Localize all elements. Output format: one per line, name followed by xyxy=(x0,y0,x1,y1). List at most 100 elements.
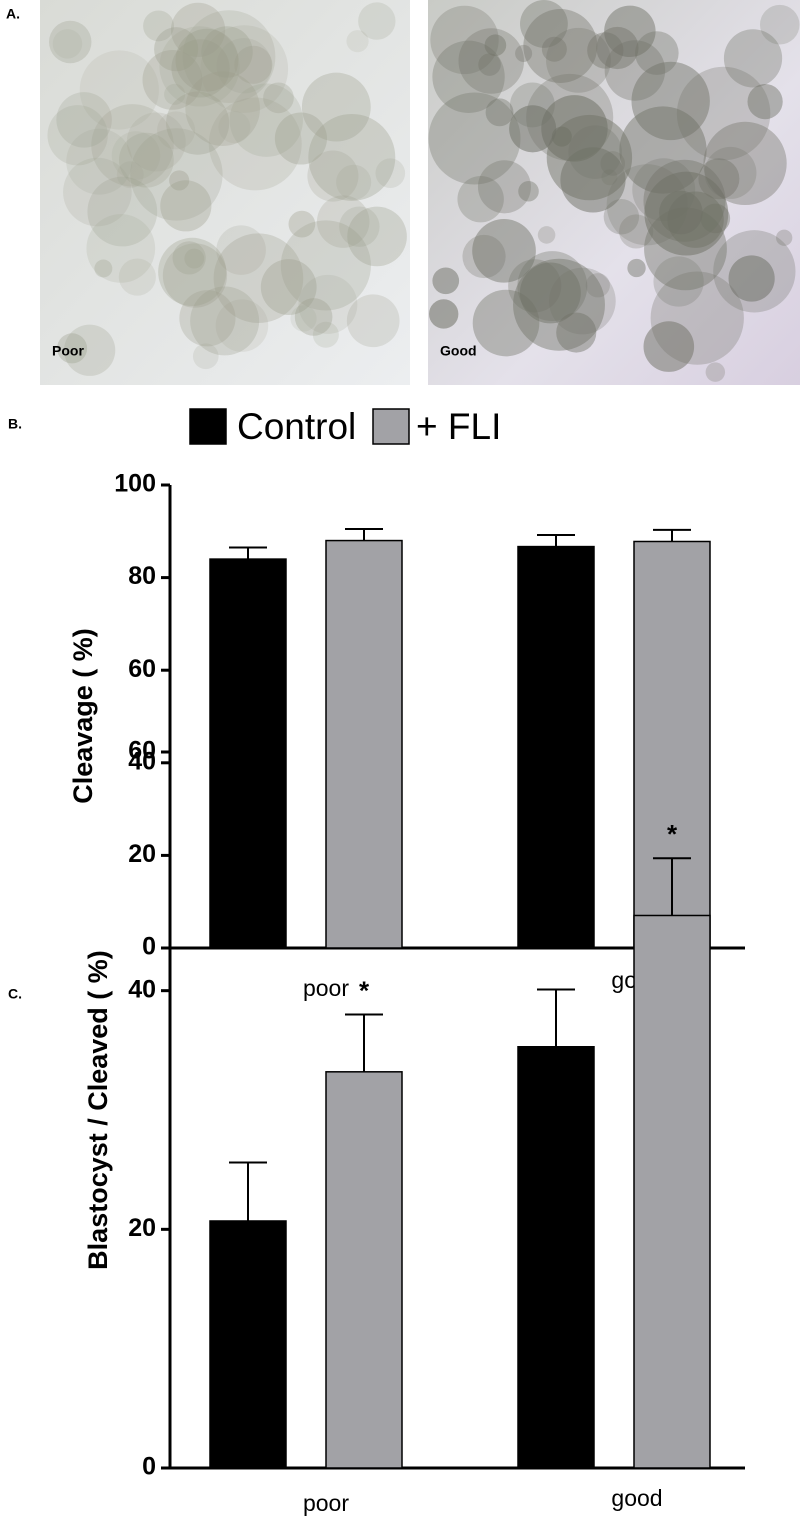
cell-cluster xyxy=(517,251,588,322)
cell-cluster xyxy=(472,219,536,283)
x-tick-label: poor xyxy=(303,975,349,1001)
cell-cluster xyxy=(175,28,239,92)
y-tick-label: 100 xyxy=(114,470,156,498)
cell-cluster xyxy=(57,333,88,364)
significance-mark: * xyxy=(667,819,678,849)
cell-cluster xyxy=(723,29,783,88)
legend-label: Control xyxy=(237,406,356,447)
legend-swatch xyxy=(372,408,410,445)
cell-cluster xyxy=(64,324,116,376)
cell-cluster xyxy=(643,321,695,372)
cell-cluster xyxy=(635,31,679,75)
cell-cluster xyxy=(142,49,203,110)
cell-cluster xyxy=(619,214,654,249)
cell-cluster xyxy=(759,4,800,45)
cell-cluster xyxy=(541,95,608,162)
cell-cluster xyxy=(485,98,514,127)
cell-cluster xyxy=(208,97,302,191)
cell-cluster xyxy=(568,125,622,179)
cell-cluster xyxy=(200,25,289,113)
cell-cluster xyxy=(185,71,260,146)
cell-cluster xyxy=(190,286,260,356)
cell-cluster xyxy=(56,92,112,148)
cell-cluster xyxy=(508,259,562,313)
cell-cluster xyxy=(432,40,505,114)
bar xyxy=(517,545,595,949)
bar xyxy=(325,539,403,949)
cell-cluster xyxy=(698,158,740,200)
cell-cluster xyxy=(520,0,568,48)
error-bar xyxy=(345,527,383,541)
cell-cluster xyxy=(157,111,196,150)
cell-cluster xyxy=(216,225,266,275)
cell-cluster xyxy=(158,237,227,306)
cell-cluster xyxy=(290,305,317,332)
cell-cluster xyxy=(159,26,240,107)
cell-cluster xyxy=(537,226,556,244)
cell-cluster xyxy=(229,83,303,157)
cell-cluster xyxy=(215,299,269,352)
y-tick-label: 60 xyxy=(128,737,156,765)
cell-cluster xyxy=(192,343,219,370)
cell-cluster xyxy=(713,230,796,313)
cell-cluster xyxy=(728,255,775,302)
y-tick-label: 40 xyxy=(128,975,156,1003)
y-tick-label: 0 xyxy=(142,1453,156,1481)
cell-cluster xyxy=(143,10,175,42)
y-tick-label: 80 xyxy=(128,562,156,590)
cell-cluster xyxy=(216,38,272,94)
cell-cluster xyxy=(477,160,531,214)
cell-cluster xyxy=(518,181,539,202)
cell-cluster xyxy=(432,267,460,295)
cell-cluster xyxy=(346,294,400,348)
bar xyxy=(325,1071,403,1469)
cell-cluster xyxy=(201,26,253,78)
cell-cluster xyxy=(160,180,212,232)
panel-label: A. xyxy=(6,6,20,22)
cell-cluster xyxy=(667,191,724,248)
cell-cluster xyxy=(166,91,230,155)
cell-cluster xyxy=(513,258,605,351)
panel-label: B. xyxy=(8,416,22,432)
cell-cluster xyxy=(484,34,507,57)
cell-cluster xyxy=(164,83,186,105)
cell-cluster xyxy=(546,114,633,201)
cell-cluster xyxy=(79,50,159,130)
cell-cluster xyxy=(700,203,731,234)
cell-cluster xyxy=(358,2,396,40)
y-axis-title: Blastocyst / Cleaved ( %) xyxy=(83,950,113,1270)
cell-cluster xyxy=(546,27,611,93)
cell-cluster xyxy=(218,111,251,144)
cell-cluster xyxy=(650,271,744,365)
cell-cluster xyxy=(118,258,156,296)
cell-cluster xyxy=(260,259,317,315)
cell-cluster xyxy=(430,5,499,75)
cell-cluster xyxy=(429,299,459,329)
cell-cluster xyxy=(347,206,407,267)
cell-cluster xyxy=(519,262,581,324)
cell-cluster xyxy=(111,131,161,180)
cell-cluster xyxy=(154,27,199,72)
y-tick-label: 20 xyxy=(128,840,156,868)
cell-cluster xyxy=(169,170,190,191)
error-bar xyxy=(229,1161,267,1221)
image-label: Poor xyxy=(52,343,84,359)
y-tick-label: 0 xyxy=(142,933,156,961)
cell-cluster xyxy=(631,61,710,141)
cell-cluster xyxy=(298,274,358,334)
cell-cluster xyxy=(171,39,230,98)
cell-cluster xyxy=(162,243,228,308)
cell-cluster xyxy=(509,82,555,128)
cell-cluster xyxy=(705,362,726,382)
y-tick-label: 20 xyxy=(128,1214,156,1242)
cell-cluster xyxy=(560,147,626,213)
bar xyxy=(209,558,287,949)
cell-cluster xyxy=(119,132,174,188)
cell-cluster xyxy=(316,195,370,248)
micrographs xyxy=(40,0,800,385)
legend-swatch xyxy=(189,408,227,445)
cell-cluster xyxy=(52,29,83,59)
cell-cluster xyxy=(126,112,186,172)
cell-cluster xyxy=(747,83,783,120)
